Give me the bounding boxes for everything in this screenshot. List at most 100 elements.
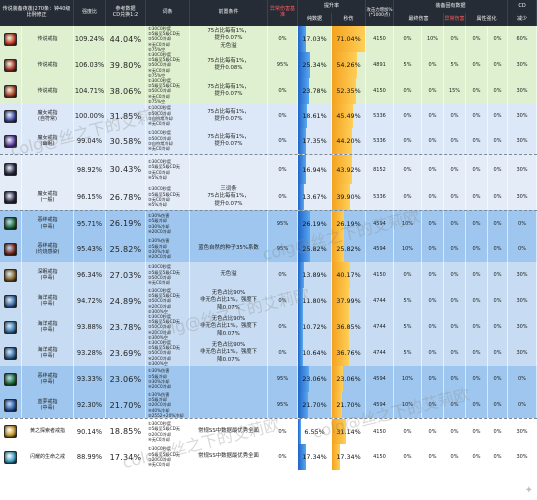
ring-icon-cell	[0, 419, 22, 444]
anomaly-base-value: 95%	[268, 366, 298, 392]
cd-ref-value: 25.82%	[106, 236, 146, 262]
anomaly-base-value: 95%	[268, 211, 298, 236]
eq-anomaly-value: 0%	[444, 288, 466, 314]
ring-icon-cell	[0, 155, 22, 184]
eq-attr-extra: 0%	[488, 211, 508, 236]
base-dmg-value: 5336	[366, 104, 394, 128]
anomaly-base-value: 95%	[268, 52, 298, 78]
eq-final-special: 0%	[422, 419, 444, 444]
sec-rate-bar	[332, 262, 351, 288]
header-prereq: 前置条件	[190, 0, 268, 26]
ring-name: 传说戒指	[22, 26, 74, 52]
pure-rate-bar	[298, 340, 303, 366]
prereq-text	[190, 211, 268, 236]
table-row: 传说戒指 106.03% 39.80% ①30C0秒度 ②5级至5级CD无 ③50C0…	[0, 52, 537, 78]
entry-list: ①30C0秒度 ②5级至5级CD无 ③50C0冷却 ④无C0冷却 ⑤75%空	[146, 78, 190, 104]
ring-icon-cell	[0, 236, 22, 262]
pure-rate: 13.67%	[298, 184, 332, 210]
eq-anomaly-value: 0%	[444, 444, 466, 470]
eq-attr-value: 0%	[466, 78, 488, 104]
prereq-text: 无色占比90% 非无色占比1%，强度下 降0.07%	[190, 288, 268, 314]
prereq-text: 75占比每有1%， 提升0.08%	[190, 52, 268, 78]
pure-rate-label: 13.67%	[302, 193, 327, 201]
sec-rate: 39.90%	[332, 184, 366, 210]
pure-rate: 25.34%	[298, 52, 332, 78]
ring-icon	[4, 32, 17, 46]
eq-attr-value: 0%	[466, 184, 488, 210]
pure-rate-bar	[298, 104, 307, 128]
sec-rate: 43.92%	[332, 155, 366, 184]
ring-icon	[4, 84, 17, 98]
strength-value: 93.88%	[74, 314, 106, 340]
sec-rate: 45.49%	[332, 104, 366, 128]
sec-rate: 31.14%	[332, 419, 366, 444]
anomaly-base-value: 0%	[268, 314, 298, 340]
ring-icon	[4, 163, 17, 176]
entry-list: ①30C0秒度 ②5级至5级CD无 ③50C0冷却 ④无C0冷却	[146, 262, 190, 288]
prereq-text: 75占比每有1%， 提升0.07%	[190, 104, 268, 128]
cd-ref-value: 27.03%	[106, 262, 146, 288]
base-dmg-value: 4150	[366, 419, 394, 444]
ring-name: 海洋戒指 (中毒)	[22, 340, 74, 366]
sec-rate-bar	[332, 78, 356, 104]
eq-attr-extra: 0%	[488, 262, 508, 288]
eq-anomaly-value: 0%	[444, 211, 466, 236]
cd-ref-value: 26.19%	[106, 211, 146, 236]
strength-value: 104.71%	[74, 78, 106, 104]
cd-ref-value: 18.85%	[106, 419, 146, 444]
anomaly-base-value: 95%	[268, 236, 298, 262]
cd-reduce-value: 0%	[508, 236, 537, 262]
eq-anomaly-value: 0%	[444, 262, 466, 288]
prereq-text: 75占比每有1%， 提升0.07%	[190, 78, 268, 104]
sec-rate: 36.85%	[332, 314, 366, 340]
sec-rate-label: 36.76%	[336, 349, 361, 357]
base-dmg-value: 4891	[366, 52, 394, 78]
sec-rate-label: 39.90%	[336, 193, 361, 201]
entry-list: ①30C0秒度 ②5级至5级CD无 ③20C0冷却 ④无C0冷却	[146, 444, 190, 470]
eq-final-special: 0%	[422, 155, 444, 184]
table-row: 恶绊戒指 (中毒) 93.33% 23.06% ①30%伤害 ②5级冷却 ③30%冷却…	[0, 366, 537, 392]
pure-rate-bar	[298, 262, 305, 288]
base-dmg-value: 4150	[366, 444, 394, 470]
sec-rate: 26.19%	[332, 211, 366, 236]
cd-reduce-value: 30%	[508, 52, 537, 78]
header-strength: 强度比	[74, 0, 106, 26]
pure-rate: 16.94%	[298, 155, 332, 184]
entry-list: ①30C0秒度 ②5级至5级CD无 ③50C0冷却 ④无C0冷却 ⑤75%空	[146, 52, 190, 78]
strength-value: 95.43%	[74, 236, 106, 262]
sec-rate-label: 31.14%	[336, 427, 361, 436]
cd-reduce-value: 30%	[508, 128, 537, 154]
strength-value: 100.00%	[74, 104, 106, 128]
ring-icon-cell	[0, 52, 22, 78]
ring-icon	[4, 294, 17, 308]
header-boost: 提升率	[298, 0, 366, 13]
eq-anomaly-value: 0%	[444, 236, 466, 262]
sec-rate: 17.34%	[332, 444, 366, 470]
ring-icon-cell	[0, 104, 22, 128]
strength-value: 99.04%	[74, 128, 106, 154]
eq-anomaly-value: 0%	[444, 340, 466, 366]
eq-final-special: 0%	[422, 128, 444, 154]
cd-ref-value: 39.80%	[106, 52, 146, 78]
eq-attr-extra: 0%	[488, 366, 508, 392]
entry-list: ①30%伤害 ②5级冷却 ③20C0冷却 ④40%冷却 ⑤2552+20%冷却	[146, 392, 190, 418]
header-entry: 词条	[146, 0, 190, 26]
eq-attr-extra: 0%	[488, 104, 508, 128]
sec-rate: 54.26%	[332, 52, 366, 78]
cd-reduce-value: 30%	[508, 104, 537, 128]
eq-final-overall: 0%	[394, 155, 422, 184]
entry-list: ①30C0秒度 ②5级至5级CD无 ③50C0冷却 ④20C0冷却 ⑤300%空	[146, 314, 190, 340]
table-row: 黄之探索者戒指 90.14% 18.85% ①30C0秒度 ②5级至5级CD无 ③20…	[0, 418, 537, 444]
eq-attr-value: 0%	[466, 52, 488, 78]
pure-rate: 10.64%	[298, 340, 332, 366]
sec-rate-label: 71.04%	[336, 35, 361, 43]
eq-attr-extra: 0%	[488, 314, 508, 340]
cd-ref-value: 31.85%	[106, 104, 146, 128]
table-row: 海洋戒指 (中毒) 93.28% 23.69% ①30C0秒度 ②5级至5级CD无 ③…	[0, 340, 537, 366]
entry-list: ①30%伤害 ②5级冷却 ③30%冷却 ④20C0冷却	[146, 211, 190, 236]
eq-attr-extra: 0%	[488, 392, 508, 418]
header-eq-attr: 属性强化	[466, 13, 508, 26]
sec-rate-bar	[332, 288, 350, 314]
pure-rate-label: 23.78%	[302, 87, 327, 95]
cd-ref-value: 23.78%	[106, 314, 146, 340]
